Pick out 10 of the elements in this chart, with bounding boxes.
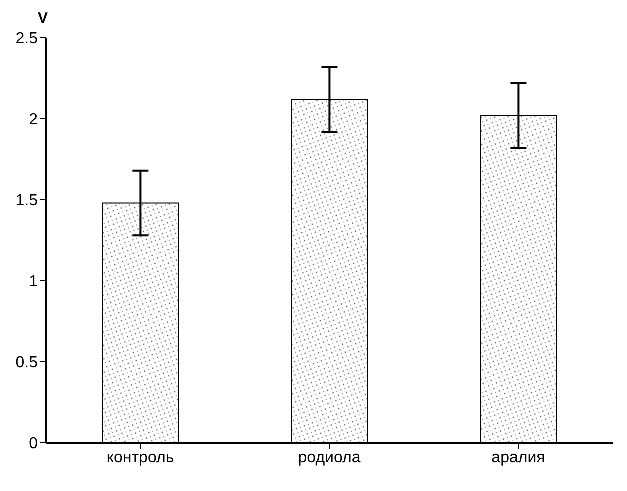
x-tick-label: аралия [492, 449, 546, 466]
y-tick-label: 0 [29, 436, 38, 453]
y-tick-label: 1.5 [16, 192, 38, 210]
y-tick-label: 2.5 [16, 30, 38, 48]
x-tick-label: контроль [106, 449, 174, 466]
y-tick-label: 0.5 [16, 354, 38, 372]
y-tick-label: 1 [29, 274, 38, 291]
y-axis-title: V [38, 10, 48, 27]
x-tick-label: родиола [298, 449, 361, 466]
y-tick-label: 2 [29, 112, 38, 129]
